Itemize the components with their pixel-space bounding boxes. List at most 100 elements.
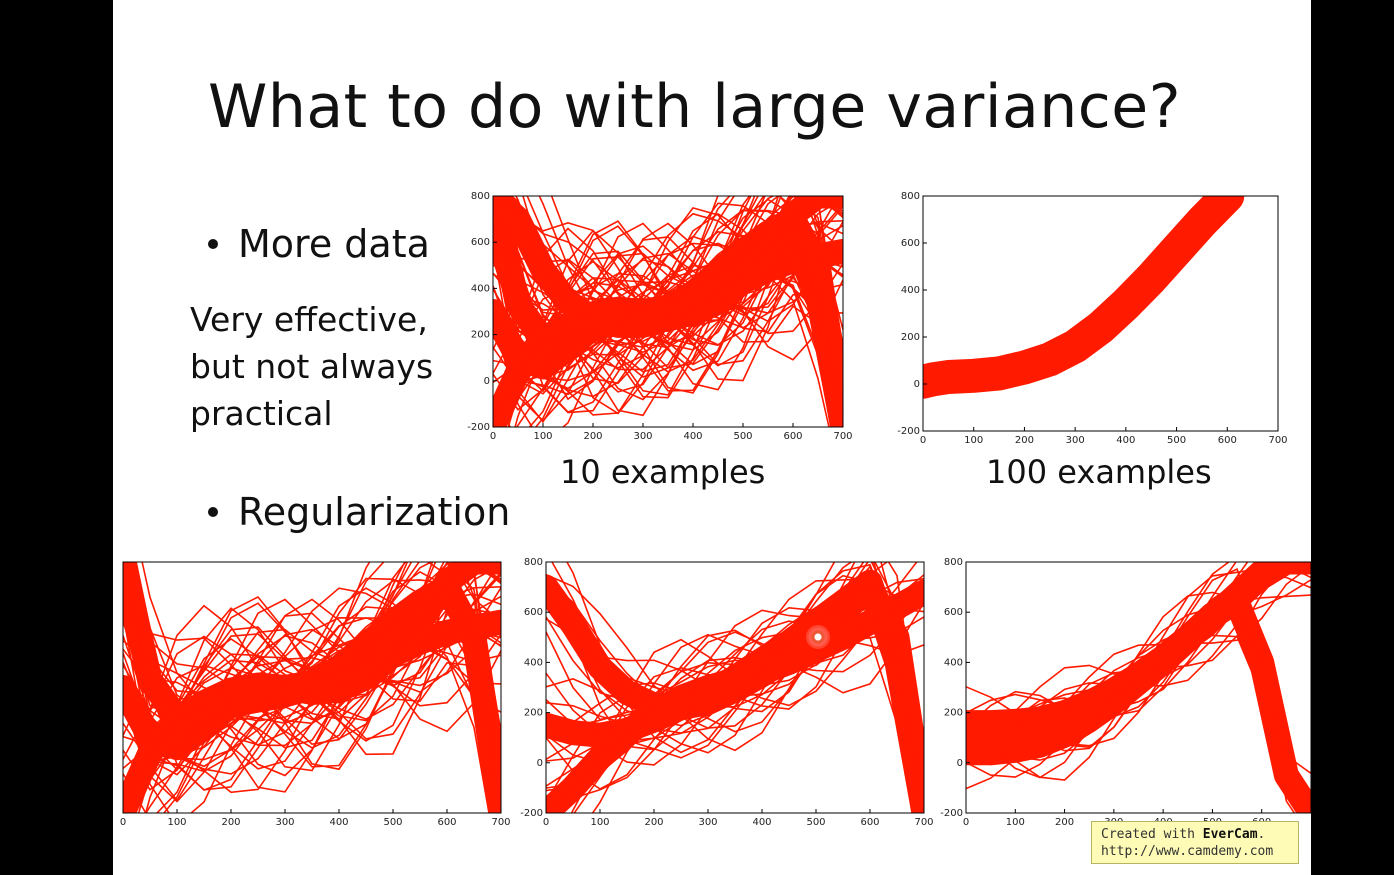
y-tick-label: -200 bbox=[897, 426, 920, 437]
series-line bbox=[514, 221, 843, 427]
note-line: Very effective, bbox=[190, 300, 428, 339]
series-line bbox=[123, 562, 501, 788]
y-tick-label: 0 bbox=[537, 758, 543, 769]
series-line bbox=[522, 196, 843, 404]
watermark-line-1: Created with EverCam. bbox=[1101, 826, 1289, 843]
series-line bbox=[591, 638, 924, 813]
y-tick-label: 200 bbox=[471, 330, 490, 341]
x-tick-label: 700 bbox=[1268, 435, 1287, 446]
x-tick-label: 300 bbox=[275, 817, 294, 828]
axes-frame bbox=[922, 195, 1279, 432]
x-tick-label: 0 bbox=[120, 817, 126, 828]
series-line bbox=[493, 196, 843, 409]
axes-frame bbox=[122, 561, 502, 814]
y-tick-label: 800 bbox=[901, 191, 920, 202]
y-tick-label: 600 bbox=[471, 237, 490, 248]
x-tick-label: 700 bbox=[491, 817, 510, 828]
series-line bbox=[493, 206, 838, 427]
series-line bbox=[550, 196, 843, 331]
x-tick-label: 500 bbox=[806, 817, 825, 828]
x-tick-label: 100 bbox=[590, 817, 609, 828]
bullet-dot bbox=[208, 238, 218, 249]
x-tick-label: 200 bbox=[644, 817, 663, 828]
caption-100-examples: 100 examples bbox=[986, 453, 1212, 491]
y-tick-label: 200 bbox=[944, 708, 963, 719]
series-line bbox=[546, 562, 924, 761]
x-tick-label: 100 bbox=[964, 435, 983, 446]
series-line bbox=[546, 562, 918, 804]
y-tick-label: 800 bbox=[524, 557, 543, 568]
x-tick-label: 0 bbox=[920, 435, 926, 446]
series-line bbox=[493, 224, 843, 427]
x-tick-label: 400 bbox=[329, 817, 348, 828]
bullet-more-data-label: More data bbox=[238, 222, 430, 266]
series-line bbox=[546, 574, 924, 792]
series-line bbox=[966, 607, 1307, 813]
x-tick-label: 500 bbox=[383, 817, 402, 828]
more-data-note: Very effective, but not always practical bbox=[190, 296, 433, 437]
series-line bbox=[538, 196, 843, 356]
note-line: practical bbox=[190, 394, 333, 433]
series-line bbox=[966, 634, 1310, 813]
x-tick-label: 300 bbox=[698, 817, 717, 828]
series-line bbox=[123, 562, 501, 770]
axes-frame bbox=[545, 561, 925, 814]
watermark-suffix: . bbox=[1257, 827, 1266, 842]
series-line bbox=[515, 196, 843, 419]
series-line bbox=[966, 574, 1311, 778]
y-tick-label: -200 bbox=[940, 808, 963, 819]
bullet-regularization-label: Regularization bbox=[238, 490, 511, 534]
y-tick-label: 400 bbox=[524, 657, 543, 668]
y-tick-label: 400 bbox=[901, 285, 920, 296]
x-tick-label: 300 bbox=[1066, 435, 1085, 446]
y-tick-label: 600 bbox=[524, 607, 543, 618]
slide-title: What to do with large variance? bbox=[208, 72, 1182, 142]
series-line bbox=[123, 562, 463, 809]
series-line bbox=[162, 605, 501, 813]
x-tick-label: 500 bbox=[1167, 435, 1186, 446]
y-tick-label: 800 bbox=[471, 191, 490, 202]
series-line bbox=[123, 562, 437, 760]
y-tick-label: 600 bbox=[901, 238, 920, 249]
x-tick-label: 200 bbox=[1015, 435, 1034, 446]
plot-regularization-1: 0 100 200 300 400 500 600 700 bbox=[120, 561, 511, 828]
series-line bbox=[123, 562, 501, 803]
series-line bbox=[549, 591, 924, 813]
series-group bbox=[546, 562, 924, 813]
note-line: but not always bbox=[190, 347, 434, 386]
series-line bbox=[493, 251, 832, 427]
series-line bbox=[966, 562, 1249, 720]
x-tick-label: 400 bbox=[683, 431, 702, 442]
axes-frame bbox=[492, 195, 844, 428]
x-tick-label: 100 bbox=[533, 431, 552, 442]
series-line bbox=[123, 562, 461, 803]
series-line bbox=[144, 587, 501, 813]
y-tick-label: 200 bbox=[901, 332, 920, 343]
x-tick-label: 200 bbox=[1055, 817, 1074, 828]
x-tick-label: 400 bbox=[1116, 435, 1135, 446]
y-tick-label: 400 bbox=[944, 657, 963, 668]
x-tick-label: 300 bbox=[633, 431, 652, 442]
watermark-prefix: Created with bbox=[1101, 827, 1203, 842]
series-line bbox=[493, 249, 837, 427]
y-tick-label: 400 bbox=[471, 283, 490, 294]
y-tick-label: 800 bbox=[944, 557, 963, 568]
x-tick-label: 100 bbox=[1006, 817, 1025, 828]
series-line bbox=[493, 204, 836, 427]
x-tick-label: 500 bbox=[733, 431, 752, 442]
x-tick-label: 400 bbox=[752, 817, 771, 828]
watermark-url: http://www.camdemy.com bbox=[1101, 844, 1274, 859]
x-tick-label: 0 bbox=[963, 817, 969, 828]
series-line bbox=[966, 591, 1311, 774]
evercam-watermark: Created with EverCam. http://www.camdemy… bbox=[1091, 821, 1299, 864]
x-tick-label: 700 bbox=[914, 817, 933, 828]
x-tick-label: 700 bbox=[833, 431, 852, 442]
x-tick-label: 200 bbox=[583, 431, 602, 442]
series-band bbox=[923, 196, 1245, 399]
series-line bbox=[493, 200, 835, 427]
series-line bbox=[546, 562, 924, 803]
series-line bbox=[966, 568, 1311, 812]
series-line bbox=[546, 562, 889, 760]
series-line bbox=[493, 196, 843, 402]
